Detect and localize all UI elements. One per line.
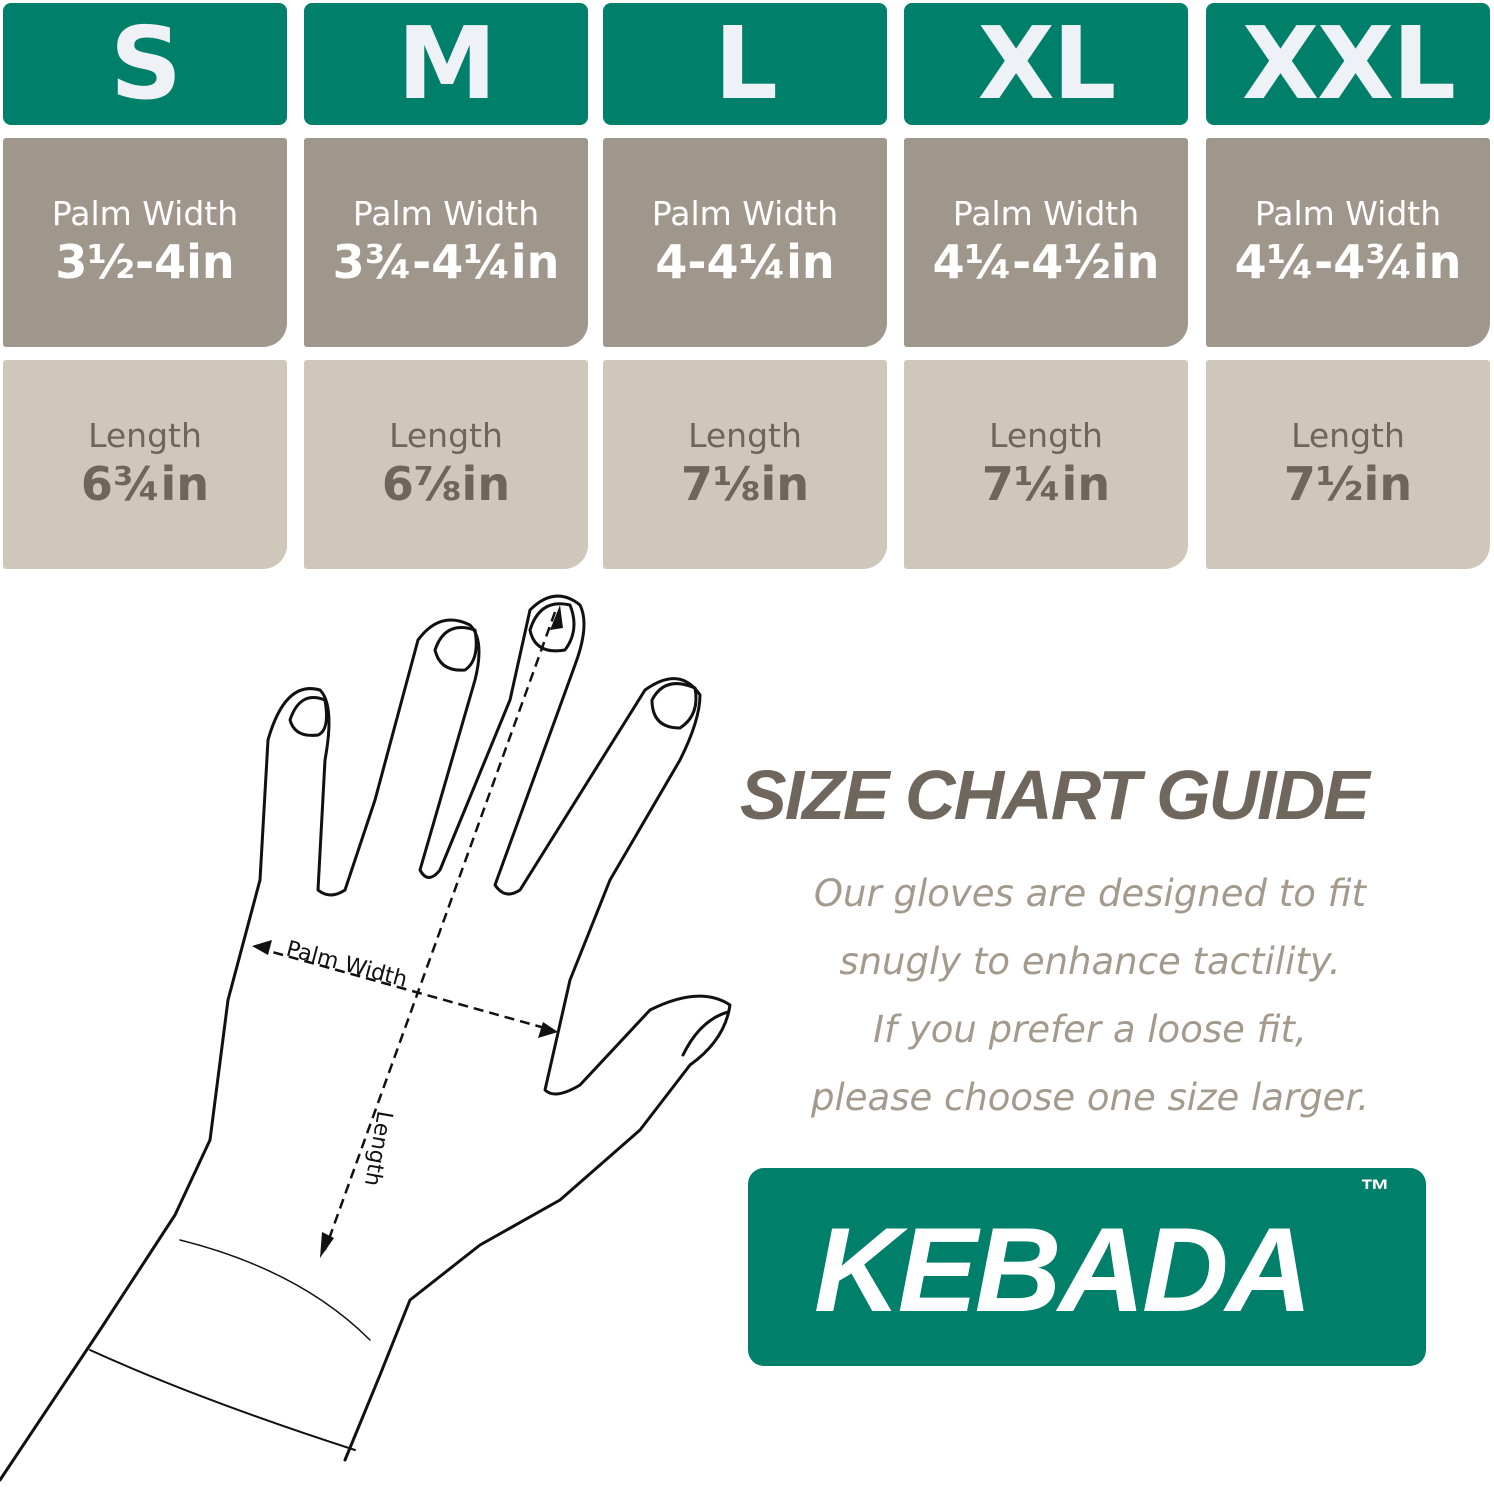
palm-width-arrow-line (257, 946, 553, 1032)
palm-width-value: 4¼-4¾in (1234, 235, 1462, 289)
palm-width-value: 4¼-4½in (932, 235, 1160, 289)
size-header: M (304, 3, 588, 125)
palm-width-value: 3¾-4¼in (332, 235, 560, 289)
length-label: Length (389, 416, 503, 455)
palm-width-label: Palm Width (651, 194, 839, 233)
fingernail (433, 626, 478, 672)
hand-outline (0, 594, 732, 1482)
palm-width-cell: Palm Width 3½-4in (3, 138, 287, 347)
palm-width-label: Palm Width (352, 194, 540, 233)
length-diagram-label: Length (359, 1109, 397, 1188)
guide-line: Our gloves are designed to fit (813, 872, 1367, 915)
length-label: Length (688, 416, 802, 455)
length-value: 6⅞in (381, 457, 511, 511)
palm-width-diagram-label: Palm Width (283, 937, 409, 993)
arrow-head (252, 940, 272, 955)
palm-width-cell: Palm Width 4¼-4¾in (1206, 138, 1490, 347)
wrist-line (89, 1349, 356, 1451)
palm-width-cell: Palm Width 4-4¼in (603, 138, 887, 347)
length-label: Length (989, 416, 1103, 455)
size-header: S (3, 3, 287, 125)
length-cell: Length 7¼in (904, 360, 1188, 569)
length-value: 7⅛in (680, 457, 810, 511)
palm-width-value: 4-4¼in (655, 235, 835, 289)
size-header: L (603, 3, 887, 125)
length-value: 7¼in (981, 457, 1111, 511)
brand-logo: KEBADA ™ (748, 1168, 1426, 1366)
trademark-symbol: ™ (1360, 1174, 1390, 1207)
length-cell: Length 7½in (1206, 360, 1490, 569)
length-label: Length (88, 416, 202, 455)
arrow-head (538, 1022, 558, 1038)
arrow-head (550, 605, 563, 630)
length-value: 6¾in (80, 457, 210, 511)
palm-width-label: Palm Width (1254, 194, 1442, 233)
guide-description: Our gloves are designed to fit snugly to… (760, 860, 1420, 1132)
palm-width-label: Palm Width (51, 194, 239, 233)
length-value: 7½in (1283, 457, 1413, 511)
palm-width-label: Palm Width (952, 194, 1140, 233)
palm-width-value: 3½-4in (55, 235, 235, 289)
guide-line: If you prefer a loose fit, (873, 1008, 1307, 1051)
size-header: XL (904, 3, 1188, 125)
wrist-line (179, 1239, 371, 1341)
fingernail (650, 682, 698, 730)
length-cell: Length 6¾in (3, 360, 287, 569)
length-label: Length (1291, 416, 1405, 455)
length-arrow-line (323, 611, 557, 1251)
palm-width-cell: Palm Width 3¾-4¼in (304, 138, 588, 347)
palm-width-cell: Palm Width 4¼-4½in (904, 138, 1188, 347)
hand-illustration: Palm Width Length (0, 594, 732, 1482)
guide-title: SIZE CHART GUIDE (740, 756, 1370, 834)
thumbnail (681, 1010, 730, 1057)
arrow-head (320, 1232, 334, 1258)
size-header: XXL (1206, 3, 1490, 125)
guide-line: please choose one size larger. (811, 1076, 1369, 1119)
length-cell: Length 6⅞in (304, 360, 588, 569)
length-cell: Length 7⅛in (603, 360, 887, 569)
guide-line: snugly to enhance tactility. (839, 940, 1341, 983)
fingernail (288, 696, 328, 737)
brand-name: KEBADA (814, 1203, 1312, 1337)
